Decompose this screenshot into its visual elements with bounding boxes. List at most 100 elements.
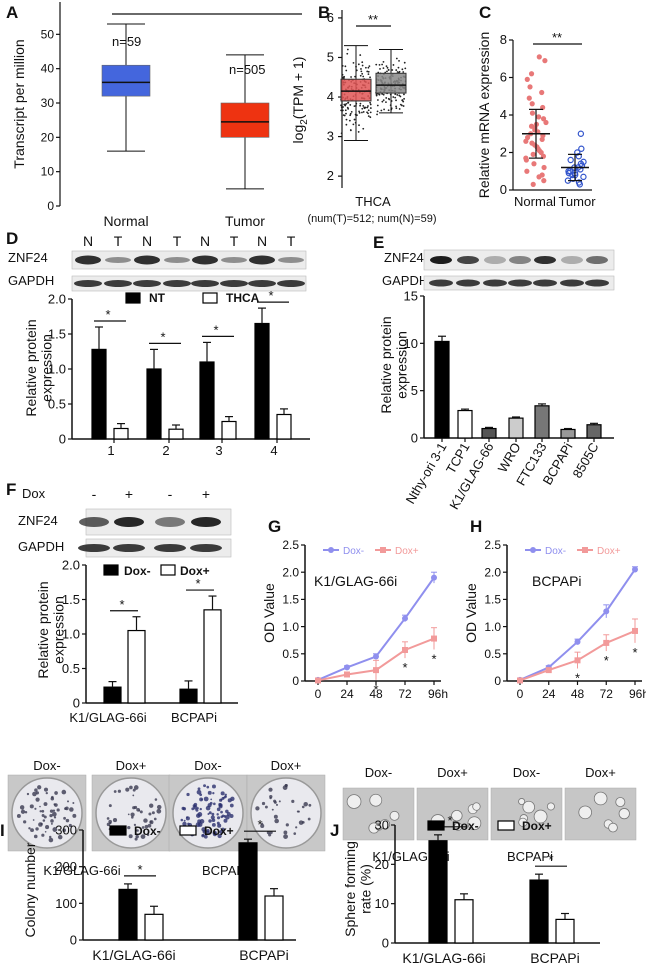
j-legend-swatch-plus (497, 820, 515, 831)
b-point (358, 110, 360, 113)
b-point (349, 129, 352, 132)
i-colony (196, 807, 199, 810)
b-point (394, 96, 397, 99)
i-colony (35, 797, 40, 802)
i-colony (32, 819, 35, 821)
j-sphere (467, 816, 482, 831)
i-colony (208, 811, 212, 815)
i-colony (195, 822, 201, 828)
h-legend-marker (582, 547, 588, 553)
i-colony (217, 833, 222, 839)
i-colony (205, 830, 210, 835)
d-legend-swatch-thca (202, 292, 218, 304)
g-point (344, 671, 350, 678)
i-colony (216, 813, 219, 816)
j-sphere (451, 809, 463, 822)
c-point (538, 149, 544, 156)
j-sphere (615, 797, 626, 808)
f-bar-dox-plus (203, 609, 222, 704)
i-colony (53, 816, 57, 819)
b-point (362, 111, 365, 113)
i-colony (148, 812, 152, 816)
b-point (369, 103, 372, 106)
b-point (391, 69, 394, 71)
d-y-tick-label: 0 (59, 432, 66, 447)
i-colony (211, 784, 216, 789)
g-y-tick-label: 0 (292, 674, 299, 688)
j-sphere (518, 798, 526, 806)
j-ylabel-line: Sphere forming (342, 841, 358, 937)
i-colony (153, 817, 157, 821)
b-box (340, 78, 372, 102)
i-colony (183, 819, 186, 822)
g-point (315, 677, 321, 684)
i-colony (34, 807, 37, 810)
d-legend-thca: THCA (226, 291, 260, 305)
b-point (345, 123, 348, 126)
i-colony (57, 834, 63, 840)
i-colony (50, 819, 54, 823)
b-point (357, 131, 360, 133)
b-point (358, 124, 360, 127)
i-colony (197, 787, 201, 791)
b-ylabel-sub: 2 (299, 119, 310, 125)
i-colony (43, 802, 48, 807)
e-category: 8505C (569, 440, 601, 481)
h-point (603, 608, 610, 615)
b-point (382, 99, 385, 102)
i-colony (293, 832, 297, 835)
e-category: Nthy-ori 3-1 (403, 440, 450, 506)
b-significance: ** (368, 12, 378, 27)
i-bar-dox-plus (144, 913, 164, 941)
e-blot-gapdh-band (560, 279, 584, 287)
a-tick-label: 40 (41, 62, 55, 76)
b-point (398, 59, 400, 62)
panel-letter-e: E (373, 233, 384, 252)
panel-letter-h: H (470, 517, 482, 536)
i-colony (181, 806, 185, 811)
i-colony (16, 814, 21, 818)
i-colony (133, 823, 137, 827)
i-colony (216, 807, 221, 812)
d-blot-znf24-band (221, 257, 247, 263)
b-point (366, 106, 369, 109)
i-colony (45, 825, 50, 830)
e-blot-gapdh-band (508, 279, 532, 287)
i-colony (113, 790, 117, 793)
i-category: BCPAPi (239, 947, 289, 963)
b-point (378, 93, 381, 96)
h-point (632, 627, 638, 634)
f-ylabel: Relative proteinexpression (35, 581, 67, 678)
a-ylabel-line: Transcript per million (11, 39, 27, 168)
c-point (543, 119, 549, 126)
i-colony (50, 822, 53, 825)
b-point (383, 108, 385, 111)
c-point (574, 149, 581, 156)
panel-letter-j: J (330, 821, 339, 840)
d-significance: * (213, 322, 218, 337)
b-point (402, 105, 405, 107)
b-point (369, 111, 372, 114)
b-point (392, 96, 395, 98)
j-bar-dox-minus (428, 840, 448, 944)
a-tick-label: 0 (47, 199, 54, 213)
e-bar (481, 427, 497, 439)
i-colony (146, 833, 150, 837)
i-colony (56, 808, 60, 812)
h-legend-minus: Dox- (545, 546, 566, 557)
j-sphere (518, 817, 528, 827)
d-lane-label: T (287, 233, 296, 249)
e-blot-znf24-band (534, 256, 556, 264)
c-point (540, 116, 547, 122)
j-legend-plus: Dox+ (522, 819, 552, 833)
b-point (345, 118, 348, 121)
a-tick-label: 30 (41, 96, 55, 110)
e-bar (508, 417, 524, 439)
h-point (603, 639, 610, 646)
b-point (364, 106, 367, 109)
j-ylabel-line: rate (%) (358, 864, 374, 914)
b-point (394, 93, 397, 96)
j-sphere (608, 822, 618, 833)
i-colony (199, 819, 205, 824)
i-colony (149, 803, 154, 808)
